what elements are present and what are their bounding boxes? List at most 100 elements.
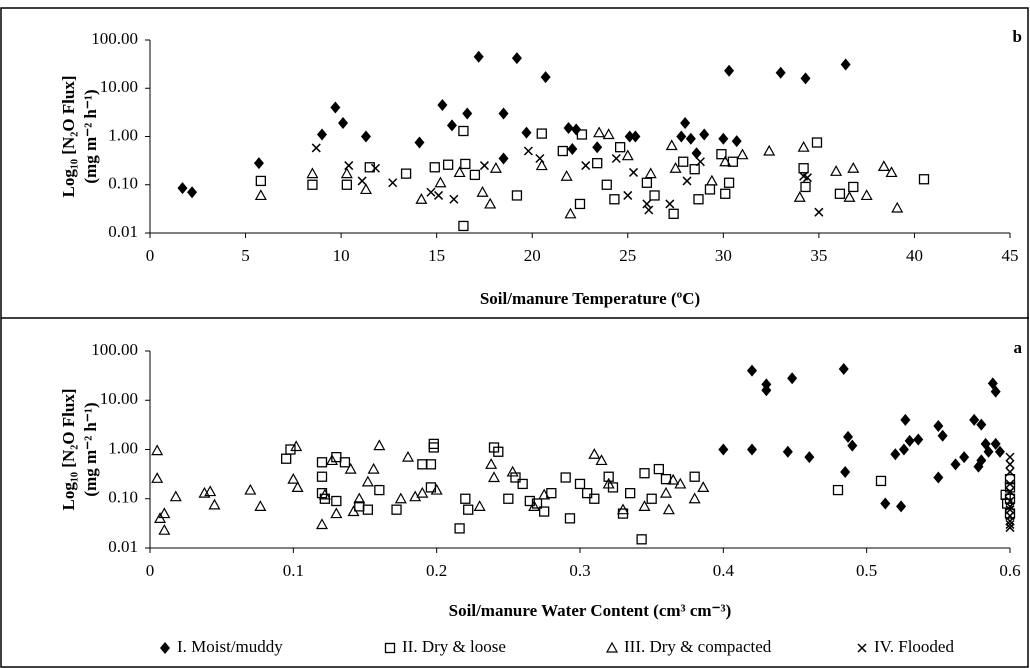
x-tick-label: 0.4	[713, 561, 735, 580]
point	[560, 472, 571, 483]
point	[158, 507, 171, 519]
y-tick-label: 1.00	[108, 125, 138, 144]
point	[761, 384, 772, 397]
point	[875, 475, 887, 487]
point	[429, 162, 440, 173]
point	[695, 157, 705, 167]
point	[718, 443, 729, 456]
point	[718, 132, 729, 145]
point	[603, 471, 614, 482]
legend-marker	[160, 642, 170, 654]
point	[848, 181, 859, 193]
point	[811, 137, 823, 148]
point	[540, 71, 551, 84]
point	[787, 372, 798, 385]
point	[736, 148, 749, 160]
point	[601, 179, 612, 190]
point	[724, 64, 735, 77]
point	[994, 445, 1005, 458]
x-axis-label: Soil/manure Water Content (cm³ cm⁻³)	[449, 601, 732, 620]
point	[705, 174, 718, 186]
point	[976, 418, 987, 431]
point	[479, 161, 489, 171]
point	[659, 486, 673, 498]
point	[428, 442, 439, 453]
point	[685, 132, 696, 145]
point	[688, 492, 701, 504]
point	[625, 487, 636, 499]
point	[1005, 459, 1015, 469]
point	[338, 117, 349, 130]
legend-label: II. Dry & loose	[402, 637, 506, 656]
point	[602, 477, 615, 489]
point	[341, 179, 352, 190]
point	[306, 167, 319, 179]
x-tick-label: 45	[1002, 246, 1019, 265]
panel-label: b	[1013, 27, 1022, 46]
legend-label: I. Moist/muddy	[177, 637, 283, 656]
x-tick-label: 10	[333, 246, 350, 265]
point	[678, 156, 689, 167]
point	[723, 177, 735, 188]
point	[720, 188, 731, 199]
point	[800, 181, 811, 193]
point	[151, 472, 164, 483]
point	[646, 493, 657, 504]
point	[593, 126, 606, 138]
point	[665, 199, 675, 209]
point	[847, 439, 858, 452]
point	[950, 458, 961, 471]
point	[539, 506, 550, 517]
point	[691, 147, 702, 160]
point	[244, 483, 257, 495]
point	[763, 144, 776, 156]
y-axis-label: Log₁₀ [N₂O Flux]	[59, 388, 78, 510]
point	[699, 128, 710, 141]
point	[367, 462, 380, 474]
point	[347, 505, 360, 517]
point	[344, 161, 354, 171]
x-tick-label: 35	[810, 246, 827, 265]
point	[636, 534, 647, 545]
point	[476, 185, 489, 197]
point	[1004, 493, 1016, 504]
point	[689, 164, 700, 175]
point	[797, 140, 810, 152]
point	[898, 443, 909, 456]
point	[511, 190, 523, 201]
point	[391, 504, 402, 515]
point	[595, 454, 608, 466]
point	[489, 161, 502, 173]
point	[814, 207, 824, 217]
point	[840, 58, 851, 71]
point	[574, 478, 586, 490]
point	[1005, 523, 1015, 533]
y-tick-label: 10.00	[100, 77, 138, 96]
y-tick-label: 100.00	[91, 340, 138, 359]
legend-label: III. Dry & compacted	[624, 637, 772, 656]
point	[536, 128, 547, 139]
point	[453, 166, 466, 178]
point	[560, 170, 573, 181]
point	[430, 483, 443, 495]
x-tick-label: 25	[619, 246, 636, 265]
point	[315, 518, 329, 530]
point	[609, 194, 620, 205]
point	[775, 66, 786, 79]
point	[704, 184, 716, 195]
point	[426, 187, 436, 197]
point	[782, 445, 793, 458]
point	[1005, 452, 1015, 462]
point	[487, 471, 501, 483]
point	[834, 188, 846, 199]
point	[933, 471, 944, 484]
legend-label: IV. Flooded	[874, 637, 954, 656]
legend-marker	[384, 642, 396, 654]
point	[326, 454, 339, 466]
point	[517, 478, 528, 490]
point	[667, 473, 680, 485]
y-axis-label: Log₁₀ [N₂O Flux]	[59, 75, 78, 197]
point	[716, 149, 727, 160]
point	[473, 50, 484, 63]
point	[208, 498, 221, 510]
